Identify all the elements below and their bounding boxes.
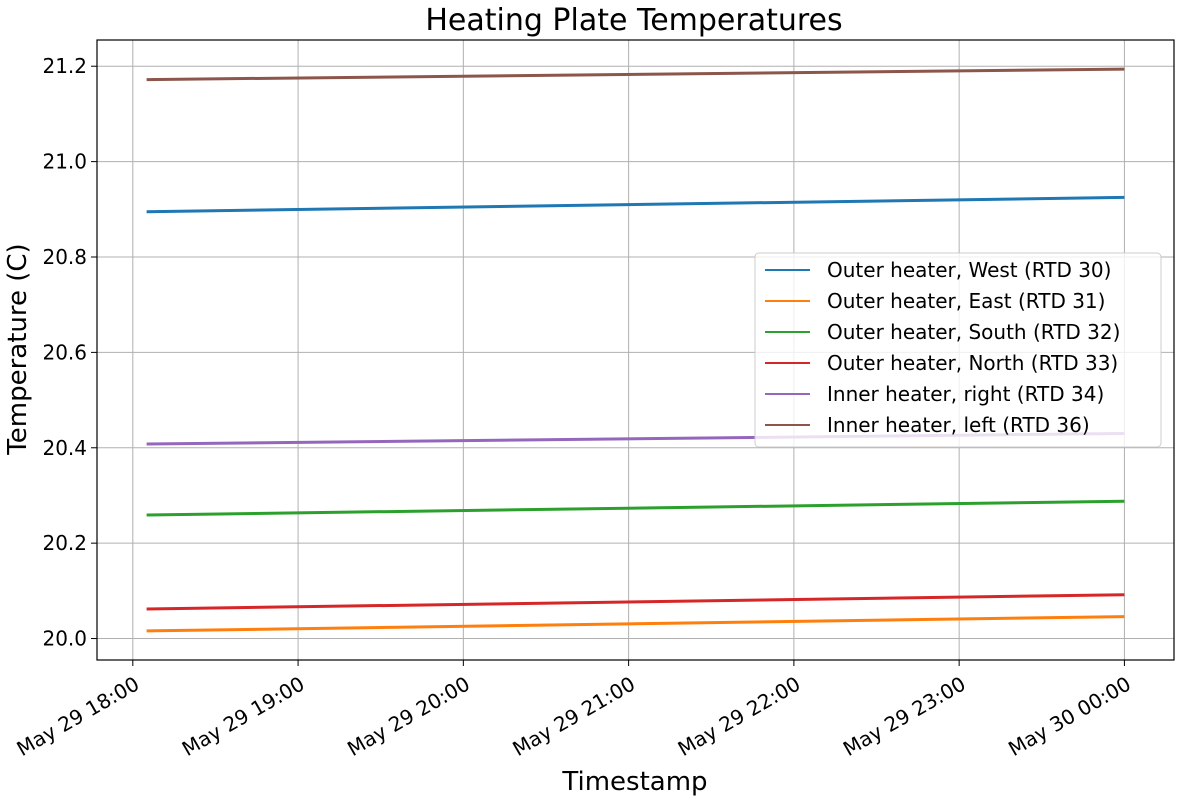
y-axis-label: Temperature (C) [3,243,33,455]
legend-entry: Outer heater, East (RTD 31) [827,289,1105,313]
legend-entry: Outer heater, South (RTD 32) [827,320,1120,344]
legend-box [754,252,1162,448]
series-line [146,615,1125,633]
x-tick-label: May 29 19:00 [178,672,309,761]
y-tick-label: 21.2 [42,54,87,78]
legend-entry: Outer heater, West (RTD 30) [827,258,1111,282]
y-tick-label: 20.2 [42,531,87,555]
plot-frame [96,39,1175,661]
x-tick-label: May 29 20:00 [343,672,474,761]
series-line [146,195,1125,214]
x-tick-label: May 29 23:00 [839,672,970,761]
x-tick-label: May 30 00:00 [1004,672,1135,761]
x-tick-label: May 29 22:00 [674,672,805,761]
x-tick-label: May 29 18:00 [13,672,144,761]
legend-entry: Outer heater, North (RTD 33) [827,351,1118,375]
x-tick-label: May 29 21:00 [508,672,639,761]
legend-entry: Inner heater, right (RTD 34) [827,382,1104,406]
y-tick-label: 21.0 [42,150,87,174]
y-tick-label: 20.8 [42,245,87,269]
series-line [146,593,1125,611]
y-tick-label: 20.6 [42,340,87,364]
legend-entry: Inner heater, left (RTD 36) [827,413,1090,437]
chart-title: Heating Plate Temperatures [425,3,842,38]
series-line [146,67,1125,82]
x-axis-label: Timestamp [561,767,707,797]
y-tick-label: 20.0 [42,627,87,651]
legend: Outer heater, West (RTD 30) Outer heater,… [754,252,1162,448]
series-line [146,499,1125,517]
x-axis: May 29 18:00 May 29 19:00 May 29 20:00 May … [13,660,1135,761]
y-axis: 20.0 20.2 20.4 20.6 20.8 21.0 21.2 [42,54,97,651]
y-tick-label: 20.4 [42,436,87,460]
